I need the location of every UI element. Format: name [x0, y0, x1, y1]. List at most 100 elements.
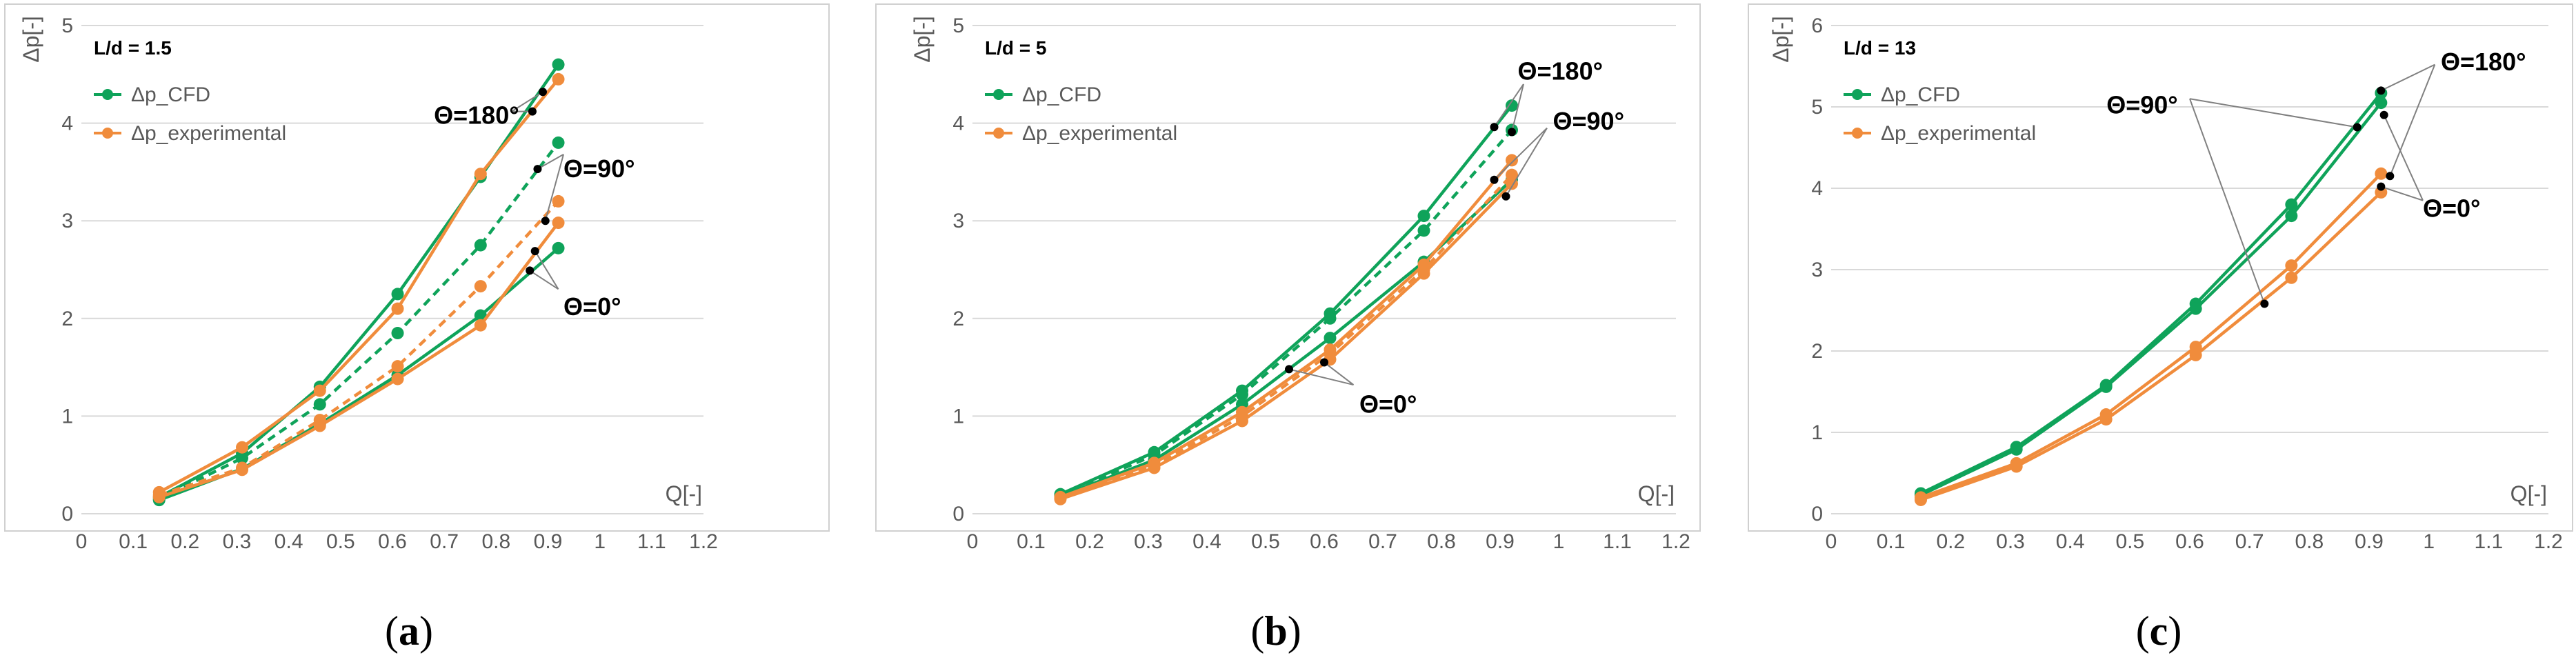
panel-paren-close: ) — [1288, 608, 1301, 654]
x-tick-label: 0.9 — [2355, 530, 2384, 553]
series-line — [159, 221, 560, 499]
annotation-leader — [2380, 63, 2435, 92]
annotation-leader — [1324, 361, 1355, 385]
data-point — [2375, 97, 2388, 110]
y-tick-label: 0 — [1811, 503, 1823, 525]
data-point — [2285, 198, 2298, 211]
y-tick-label: 4 — [952, 112, 964, 135]
data-point — [2099, 413, 2113, 426]
legend-label: Δp_experimental — [1022, 122, 1177, 145]
x-tick-label: 1 — [1553, 530, 1565, 553]
annotation-label: Θ=90° — [563, 154, 635, 183]
x-tick-label: 1.2 — [1661, 530, 1690, 553]
x-tick-label: 0.7 — [2235, 530, 2264, 553]
annotation-dot — [1285, 365, 1293, 374]
annotation-leader — [529, 270, 559, 290]
data-point — [552, 58, 565, 71]
data-point — [1324, 332, 1337, 345]
x-tick-label: 1 — [2423, 530, 2435, 553]
x-tick-label: 0.5 — [326, 530, 355, 553]
annotation-leader — [2189, 98, 2266, 304]
x-axis-title: Q[-] — [2510, 481, 2547, 506]
annotation-dot — [1508, 128, 1516, 137]
x-tick-label: 0.9 — [1486, 530, 1515, 553]
x-tick-label: 0.7 — [1368, 530, 1397, 553]
series-line — [1920, 172, 2382, 499]
data-point — [2375, 167, 2388, 180]
panel-label: (c) — [2136, 608, 2182, 654]
chart-c: 0 1 2 3 4 5 6 0 0.1 0.2 0.3 0.4 0.5 0.6 0.7 0.8 0.9 1 1.1 1… — [1748, 3, 2573, 654]
data-point — [1915, 493, 1927, 506]
data-point — [474, 168, 487, 181]
x-tick-label: 0.3 — [1134, 530, 1163, 553]
y-tick-label: 6 — [1811, 14, 1823, 37]
data-point — [1324, 312, 1337, 325]
annotation-leader — [544, 154, 565, 221]
legend-marker — [993, 89, 1004, 100]
data-point — [552, 217, 565, 230]
y-tick-label: 2 — [952, 308, 964, 330]
annotation-leader — [2381, 185, 2424, 201]
legend-label: Δp_CFD — [1881, 83, 1960, 106]
annotation-label: Θ=0° — [1359, 390, 1417, 418]
annotation-leader — [1493, 83, 1524, 128]
data-point — [391, 302, 404, 315]
series-line — [1920, 92, 2383, 495]
x-axis-title: Q[-] — [666, 481, 702, 506]
x-tick-label: 0.6 — [378, 530, 407, 553]
y-tick-label: 3 — [1811, 259, 1823, 281]
data-point — [1054, 492, 1067, 505]
data-point — [2010, 460, 2023, 473]
x-tick-label: 0.6 — [2175, 530, 2204, 553]
y-tick-label: 3 — [952, 210, 964, 232]
data-point — [2010, 443, 2023, 456]
panel-label: (b) — [1250, 608, 1301, 654]
data-point — [313, 398, 326, 411]
y-tick-label: 4 — [61, 112, 73, 135]
data-point — [552, 136, 565, 149]
y-tick-label: 1 — [1811, 421, 1823, 444]
ld-label: L/d = 5 — [985, 37, 1046, 59]
annotation-label: Θ=90° — [1553, 107, 1624, 135]
x-tick-label: 0.8 — [481, 530, 510, 553]
series-line — [1920, 101, 2383, 496]
x-tick-label: 0.4 — [274, 530, 303, 553]
data-point — [2189, 302, 2202, 315]
data-point — [1506, 154, 1518, 167]
y-tick-label: 5 — [952, 14, 964, 37]
panel-letter: a — [399, 608, 419, 654]
data-point — [313, 419, 326, 432]
annotation-dot — [541, 217, 550, 225]
data-point — [152, 490, 166, 503]
x-tick-label: 0 — [1826, 530, 1837, 553]
data-point — [236, 463, 249, 477]
data-point — [391, 288, 404, 301]
data-point — [313, 384, 326, 397]
annotation-leader — [1505, 128, 1548, 197]
annotation-leader — [2383, 114, 2424, 201]
annotation-leader — [1288, 368, 1354, 386]
y-tick-label: 1 — [952, 405, 964, 428]
data-point — [552, 72, 565, 86]
x-tick-label: 0.3 — [1996, 530, 2025, 553]
series-line — [158, 78, 560, 494]
data-point — [1148, 461, 1161, 474]
panel-paren-open: ( — [385, 608, 399, 654]
data-point — [2099, 380, 2113, 393]
y-tick-label: 0 — [61, 503, 73, 525]
annotation-label: Θ=180° — [1518, 57, 1604, 86]
x-tick-label: 0.5 — [1251, 530, 1280, 553]
annotation-dot — [528, 107, 537, 116]
x-tick-label: 0.2 — [170, 530, 199, 553]
annotation-leader — [2189, 98, 2357, 128]
y-tick-label: 5 — [61, 14, 73, 37]
x-tick-label: 0.8 — [2295, 530, 2324, 553]
data-point — [1417, 267, 1430, 280]
x-axis-title: Q[-] — [1638, 481, 1675, 506]
series-line — [159, 200, 560, 497]
data-point — [474, 239, 487, 252]
annotation-leader — [511, 91, 543, 112]
data-point — [391, 360, 404, 373]
annotation-dot — [1320, 358, 1328, 367]
x-tick-label: 1.1 — [1603, 530, 1632, 553]
